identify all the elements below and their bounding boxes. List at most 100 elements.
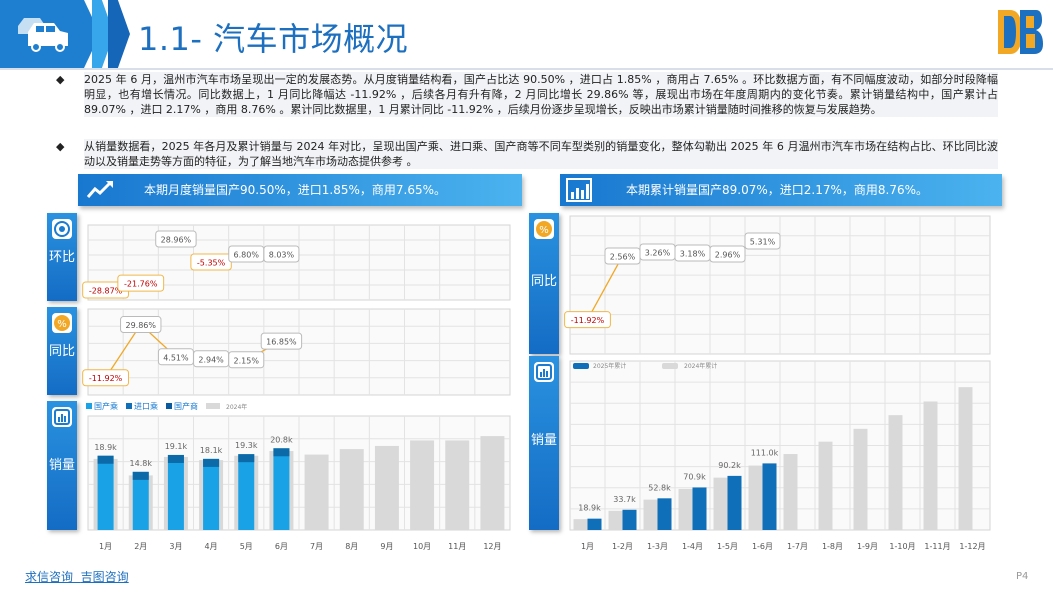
- bar-value-label: 52.8k: [648, 483, 671, 492]
- x-tick-label: 12月: [483, 542, 501, 551]
- bar-2025: [167, 454, 184, 530]
- plot-area: [87, 308, 511, 396]
- tab-sales: 销量: [47, 401, 77, 530]
- data-label: 2.94%: [198, 355, 224, 364]
- line-series: [586, 240, 763, 320]
- tab-yoy: % 同比: [47, 307, 77, 395]
- data-label-box: [263, 245, 300, 263]
- bar-2025: [132, 471, 149, 530]
- bar-2025-segment: [132, 471, 149, 480]
- brand-logo: [998, 10, 1043, 54]
- legend-swatch: [126, 403, 132, 409]
- data-label: -28.87%: [89, 287, 123, 296]
- percent-icon: %: [534, 219, 554, 239]
- bar-value-label: 14.8k: [130, 459, 153, 468]
- line-point: [244, 252, 249, 256]
- data-label: 8.03%: [269, 251, 295, 260]
- data-label: 3.18%: [680, 250, 706, 259]
- footer-link[interactable]: 求信咨询: [25, 570, 74, 584]
- x-tick-label: 6月: [275, 542, 288, 551]
- right-panel-heading-text: 本期累计销量国产89.07%，进口2.17%，商用8.76%。: [626, 183, 928, 197]
- legend-swatch: [166, 403, 172, 409]
- bar-2024: [269, 451, 294, 530]
- data-label-box: [155, 230, 197, 248]
- bar-2024: [374, 445, 399, 530]
- bar-2024-cumulative: [923, 401, 938, 530]
- bar-2024-cumulative: [573, 519, 588, 530]
- bar-2024: [234, 455, 259, 530]
- summary-paragraph: 2025 年 6 月，温州市汽车市场呈现出一定的发展态势。从月度销量结构看，国产…: [84, 72, 998, 117]
- right-panel-heading: 本期累计销量国产89.07%，进口2.17%，商用8.76%。: [560, 174, 1002, 206]
- bullet-icon: ◆: [56, 73, 65, 86]
- x-tick-label: 1月: [581, 542, 594, 551]
- data-label-box: [604, 247, 641, 265]
- bar-2025-cumulative: [692, 487, 707, 530]
- percent-icon: %: [52, 313, 72, 333]
- x-tick-label: 9月: [380, 542, 393, 551]
- svg-text:%: %: [539, 225, 549, 236]
- x-tick-label: 5月: [240, 542, 253, 551]
- data-label-box: [193, 350, 230, 368]
- x-tick-label: 8月: [345, 542, 358, 551]
- bar-2024-cumulative: [713, 477, 728, 530]
- bar-2025-segment: [238, 454, 255, 463]
- data-label: 5.31%: [750, 238, 776, 247]
- data-label-box: [157, 348, 194, 366]
- bar-2024: [199, 460, 224, 530]
- bar-chart-icon: [534, 362, 554, 382]
- bar-2024-cumulative: [643, 499, 658, 530]
- line-point: [725, 252, 730, 256]
- bar-chart-icon: [566, 178, 592, 202]
- bar-value-label: 19.1k: [165, 442, 188, 451]
- bar-2025-segment: [97, 455, 114, 464]
- line-series: [105, 323, 282, 379]
- x-tick-label: 1-7月: [787, 542, 808, 551]
- line-point: [173, 354, 178, 359]
- x-tick-label: 1-9月: [857, 542, 878, 551]
- header-chevron: [108, 0, 130, 68]
- x-tick-label: 1-12月: [959, 542, 985, 551]
- bar-2025-cumulative: [657, 498, 672, 530]
- bar-2024-cumulative: [783, 454, 798, 530]
- x-tick-label: 1-4月: [682, 542, 703, 551]
- bar-2025-cumulative: [622, 509, 637, 530]
- data-label: 28.96%: [161, 236, 192, 245]
- bar-2024: [304, 454, 329, 530]
- x-tick-label: 1-2月: [612, 542, 633, 551]
- plot-area: [87, 224, 511, 301]
- legend-label: 国产乘: [94, 401, 118, 411]
- header: 1.1- 汽车市场概况: [0, 0, 1053, 70]
- line-point: [585, 317, 590, 322]
- bar-2025: [273, 448, 290, 530]
- tab-mom: 环比: [47, 213, 77, 301]
- x-tick-label: 7月: [310, 542, 323, 551]
- data-label: 16.85%: [266, 338, 297, 347]
- footer-link[interactable]: 吉图咨询: [80, 570, 129, 584]
- svg-text:%: %: [57, 319, 67, 330]
- data-label: 2.15%: [234, 356, 260, 365]
- bar-2025-cumulative: [762, 463, 777, 530]
- data-label-box: [190, 253, 232, 271]
- bar-2025: [97, 455, 114, 530]
- bar-2024-cumulative: [888, 415, 903, 530]
- bar-2024-cumulative: [608, 510, 623, 530]
- data-label-box: [260, 332, 303, 350]
- data-label: 2.96%: [715, 251, 741, 260]
- line-point: [690, 251, 695, 255]
- x-tick-label: 1-3月: [647, 542, 668, 551]
- x-tick-label: 1-10月: [889, 542, 915, 551]
- bar-2024: [339, 449, 364, 530]
- tab-yoy-label: 同比: [48, 344, 75, 359]
- data-label: 2.56%: [610, 253, 636, 262]
- x-tick-label: 1-6月: [752, 542, 773, 551]
- data-label-box: [228, 351, 265, 369]
- data-label: -11.92%: [571, 316, 605, 325]
- bullet-icon: ◆: [56, 140, 65, 153]
- bar-2024: [163, 456, 188, 530]
- data-label: -11.92%: [89, 374, 123, 383]
- bar-2025-segment: [167, 454, 184, 463]
- x-tick-label: 3月: [169, 542, 182, 551]
- x-tick-label: 11月: [448, 542, 466, 551]
- legend-label: 2024年累计: [684, 362, 717, 370]
- data-label-box: [82, 281, 129, 299]
